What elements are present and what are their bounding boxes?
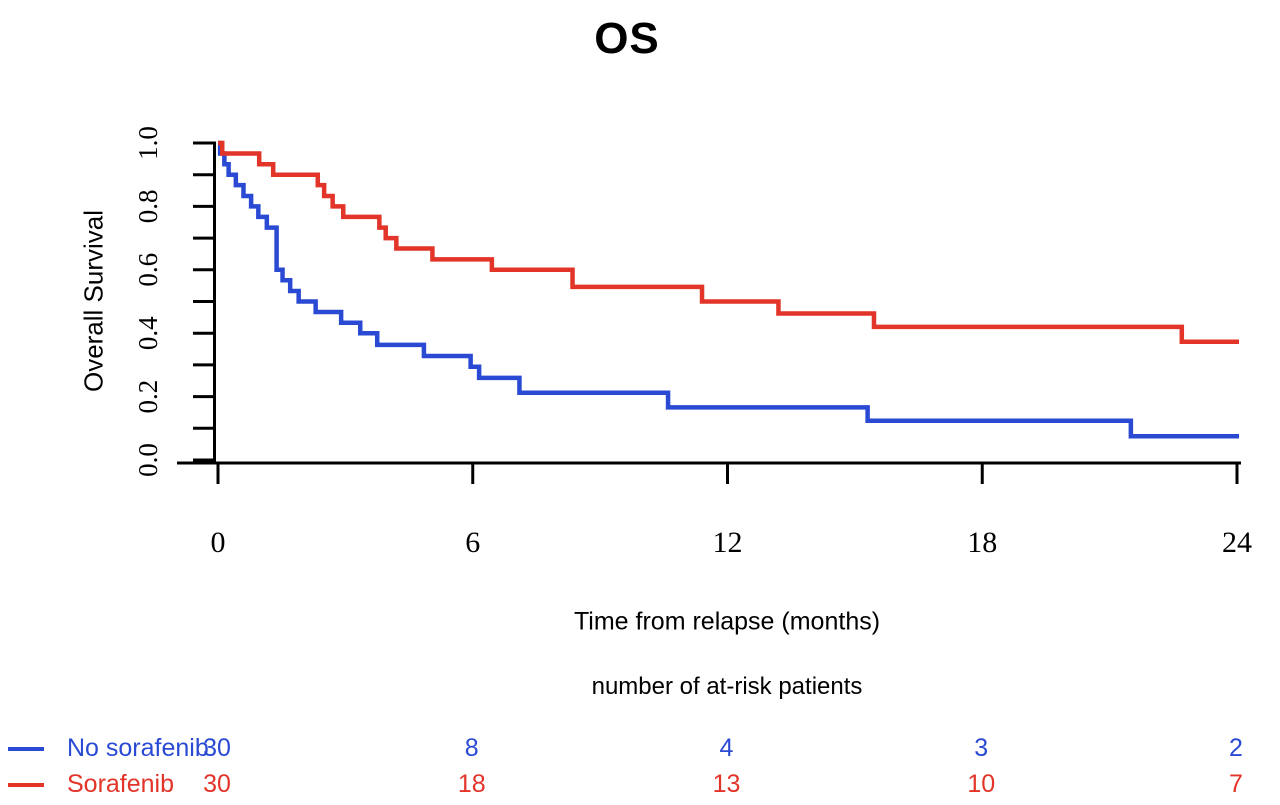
at-risk-table-header: number of at-risk patients: [591, 673, 863, 700]
at-risk-count: 2: [1229, 734, 1243, 762]
at-risk-row-no-sorafenib: No sorafenib 30 8 4 3 2: [0, 734, 1280, 764]
at-risk-count: 4: [719, 734, 734, 762]
x-tick-label: 12: [713, 526, 743, 559]
at-risk-count: 18: [457, 770, 486, 798]
at-risk-count: 13: [712, 770, 741, 798]
at-risk-row-sorafenib: Sorafenib 30 18 13 10 7: [0, 770, 1280, 800]
km-curve-sorafenib: [218, 140, 1239, 345]
y-tick-label: 1.0: [133, 126, 163, 160]
at-risk-count: 8: [464, 734, 479, 762]
y-tick-label: 0.8: [133, 190, 163, 224]
at-risk-count: 3: [974, 734, 989, 762]
x-tick-label: 24: [1222, 526, 1252, 559]
km-curve-no-sorafenib: [217, 140, 1239, 439]
at-risk-count: 30: [203, 734, 231, 762]
x-tick-label: 6: [465, 526, 480, 559]
x-tick-label: 0: [211, 526, 226, 559]
legend-line-sorafenib: [8, 783, 44, 787]
x-tick-label: 18: [967, 526, 997, 559]
legend-line-no-sorafenib: [8, 747, 44, 751]
at-risk-count: 30: [203, 770, 231, 798]
at-risk-count: 7: [1229, 770, 1243, 798]
y-tick-label: 0.4: [133, 316, 163, 350]
at-risk-count: 10: [967, 770, 996, 798]
chart-title: OS: [594, 14, 660, 63]
y-tick-label: 0.6: [133, 253, 163, 287]
x-axis-label: Time from relapse (months): [573, 607, 881, 636]
series-label-no-sorafenib: No sorafenib: [67, 734, 209, 762]
y-tick-label: 0.2: [133, 380, 163, 414]
y-tick-label: 0.0: [133, 443, 163, 477]
series-label-sorafenib: Sorafenib: [67, 770, 175, 798]
